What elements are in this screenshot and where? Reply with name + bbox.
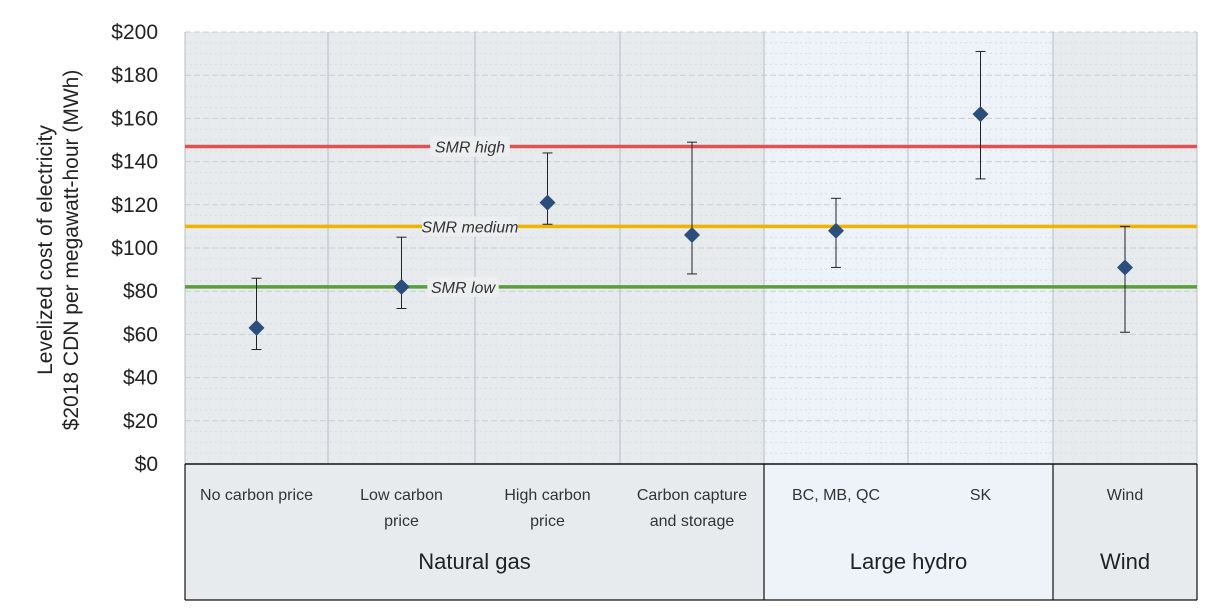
- y-axis-ticks: $0 $20 $40 $60 $80 $100 $120 $140 $160 $180 $200: [111, 21, 158, 476]
- category-label: and storage: [650, 513, 735, 530]
- y-tick-label: $80: [123, 280, 158, 303]
- reference-lines: SMR high SMR medium SMR low: [185, 136, 1197, 297]
- y-tick-label: $140: [111, 151, 158, 174]
- category-label: price: [384, 513, 419, 530]
- data-point-diamond: [684, 227, 700, 244]
- group-label: Large hydro: [850, 549, 967, 574]
- group-label: Natural gas: [418, 549, 531, 574]
- reference-label: SMR high: [435, 139, 505, 156]
- y-axis-label-line-2: $2018 CDN per megawatt-hour (MWh): [60, 70, 83, 431]
- y-axis-label-line-1: Levelized cost of electricity: [34, 125, 57, 375]
- gridlines: [185, 31, 1197, 465]
- y-tick-label: $100: [111, 237, 158, 260]
- reference-label-bg: [422, 216, 518, 237]
- data-points: [248, 50, 1133, 351]
- chart-frame: [184, 32, 1198, 601]
- reference-label: SMR low: [431, 280, 496, 297]
- category-label: price: [530, 513, 565, 530]
- data-point-diamond: [828, 222, 844, 239]
- data-point-diamond: [248, 319, 265, 336]
- reference-label-bg: [427, 276, 499, 297]
- category-label: Carbon capture: [637, 487, 747, 504]
- data-point-diamond: [539, 194, 556, 211]
- data-point-diamond: [393, 278, 410, 295]
- category-labels: No carbon price Low carbon price High carbo…: [200, 487, 1150, 574]
- axis-labels: Levelized cost of electricity $2018 CDN …: [34, 70, 83, 431]
- y-tick-label: $20: [123, 410, 158, 433]
- category-label: No carbon price: [200, 487, 313, 504]
- category-label: Wind: [1107, 487, 1143, 504]
- y-tick-label: $120: [111, 194, 158, 217]
- reference-label-bg: [430, 136, 510, 157]
- category-label: High carbon: [504, 487, 590, 504]
- y-tick-label: $180: [111, 64, 158, 87]
- data-point-diamond: [1117, 259, 1133, 276]
- category-label: BC, MB, QC: [792, 487, 880, 504]
- y-tick-label: $0: [135, 453, 158, 476]
- category-label: SK: [970, 487, 992, 504]
- reference-label: SMR medium: [422, 219, 519, 236]
- category-label: Low carbon: [360, 487, 443, 504]
- y-tick-label: $40: [123, 367, 158, 390]
- y-tick-label: $60: [123, 323, 158, 346]
- y-tick-label: $160: [111, 107, 158, 130]
- group-label: Wind: [1100, 549, 1150, 574]
- y-tick-label: $200: [111, 21, 158, 44]
- data-point-diamond: [972, 106, 989, 123]
